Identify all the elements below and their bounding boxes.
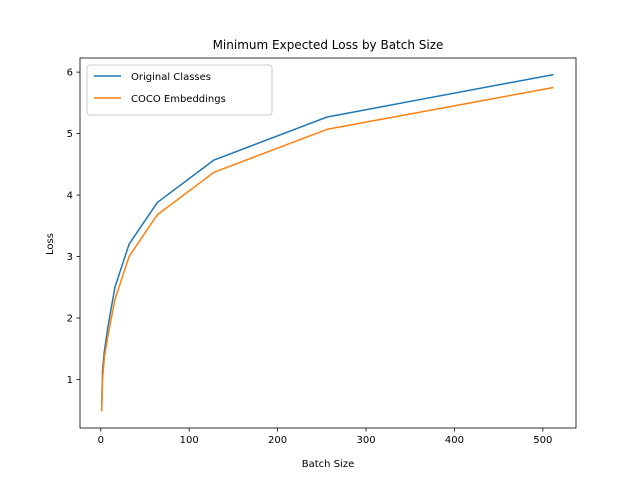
x-tick-label-100: 100 [180,435,199,446]
legend-box [86,64,273,116]
x-tick-label-300: 300 [356,435,375,446]
x-axis-label: Batch Size [302,459,354,470]
y-tick-label-3: 3 [67,252,73,263]
y-tick-label-6: 6 [67,68,73,79]
y-axis-label: Loss [45,233,56,255]
y-tick-label-1: 1 [67,375,73,386]
legend: Original Classes COCO Embeddings [86,64,273,116]
x-tick-label-500: 500 [533,435,552,446]
legend-label-1: Original Classes [131,72,211,83]
y-tick-label-4: 4 [67,191,73,202]
chart-title: Minimum Expected Loss by Batch Size [213,38,444,52]
y-tick-label-2: 2 [67,314,73,325]
y-tick-label-5: 5 [67,129,73,140]
x-tick-label-200: 200 [268,435,287,446]
axes-frame [79,57,577,429]
plot-area: 0 100 200 300 400 500 1 2 3 4 5 6 [67,57,577,446]
x-tick-label-400: 400 [445,435,464,446]
x-tick-label-0: 0 [98,435,104,446]
legend-label-2: COCO Embeddings [131,94,226,105]
series-line-2 [100,86,554,412]
